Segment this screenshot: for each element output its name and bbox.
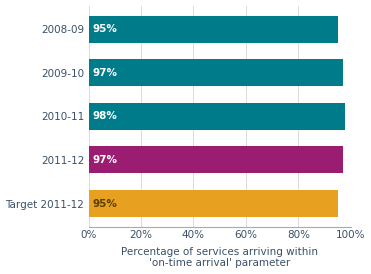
X-axis label: Percentage of services arriving within
'on-time arrival' parameter: Percentage of services arriving within '… <box>121 247 318 269</box>
Text: 97%: 97% <box>92 155 118 165</box>
Bar <box>89 146 343 173</box>
Bar <box>89 16 338 43</box>
Text: 97%: 97% <box>92 68 118 78</box>
Text: 98%: 98% <box>92 111 117 121</box>
Bar <box>89 103 345 130</box>
Text: 95%: 95% <box>92 24 117 34</box>
Bar <box>89 190 338 217</box>
Text: 95%: 95% <box>92 199 117 209</box>
Bar <box>89 59 343 86</box>
